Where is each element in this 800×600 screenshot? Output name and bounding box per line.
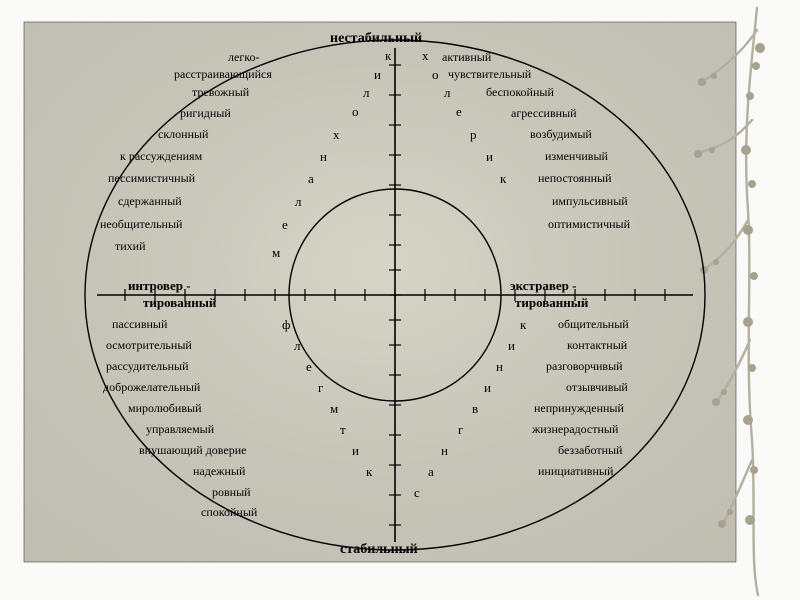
trait-q3-2: рассудительный [106,360,189,373]
temperament-ll-2: е [306,360,312,374]
trait-q2-1: расстраивающийся [174,68,272,81]
temperament-ul-5: н [320,150,327,164]
trait-q4-6: беззаботный [558,444,622,457]
trait-q4-7: инициативный [538,465,613,478]
axis-label-right-2: тированный [515,296,588,310]
temperament-ul-4: х [333,128,340,142]
trait-q4-2: разговорчивый [546,360,623,373]
temperament-ul-8: е [282,218,288,232]
trait-q1-8: оптимистичный [548,218,630,231]
temperament-ul-2: л [363,86,370,100]
temperament-ur-0: х [422,49,429,63]
diagram-svg [0,0,800,600]
trait-q3-6: внушающий доверие [139,444,246,457]
axis-label-right-1: экстравер - [510,279,576,293]
temperament-lr-1: и [508,339,515,353]
trait-q3-8: ровный [212,486,251,499]
trait-q3-4: миролюбивый [128,402,202,415]
temperament-ul-0: к [385,49,391,63]
eysenck-circle-diagram: нестабильныйстабильныйинтровер -тированн… [0,0,800,600]
temperament-ll-4: м [330,402,338,416]
temperament-ul-1: и [374,68,381,82]
temperament-ll-3: г [318,381,323,395]
trait-q2-9: тихий [115,240,146,253]
temperament-ur-4: р [470,128,477,142]
temperament-lr-4: в [472,402,478,416]
temperament-ul-9: м [272,246,280,260]
trait-q2-5: к рассуждениям [120,150,202,163]
axis-label-bottom: стабильный [340,543,418,558]
trait-q3-7: надежный [193,465,245,478]
temperament-ll-0: ф [282,318,290,332]
trait-q4-0: общительный [558,318,629,331]
trait-q1-3: агрессивный [511,107,577,120]
temperament-ul-7: л [295,195,302,209]
temperament-ur-3: е [456,105,462,119]
trait-q3-1: осмотрительный [106,339,192,352]
temperament-ur-1: о [432,68,439,82]
trait-q3-0: пассивный [112,318,167,331]
temperament-ll-6: и [352,444,359,458]
trait-q1-1: чувствительный [448,68,531,81]
temperament-ll-7: к [366,465,372,479]
trait-q3-5: управляемый [146,423,214,436]
trait-q1-7: импульсивный [552,195,628,208]
trait-q2-4: склонный [158,128,208,141]
trait-q4-1: контактный [567,339,627,352]
trait-q2-3: ригидный [180,107,231,120]
temperament-ur-2: л [444,86,451,100]
temperament-lr-7: а [428,465,434,479]
temperament-ul-3: о [352,105,359,119]
trait-q4-5: жизнерадостный [532,423,618,436]
temperament-lr-8: с [414,486,420,500]
trait-q2-0: легко- [228,51,259,64]
trait-q2-8: необщительный [100,218,182,231]
temperament-ll-1: л [294,339,301,353]
trait-q1-0: активный [442,51,491,64]
trait-q1-4: возбудимый [530,128,592,141]
temperament-lr-2: н [496,360,503,374]
trait-q2-7: сдержанный [118,195,182,208]
axis-label-left-1: интровер - [128,279,191,293]
axis-label-left-2: тированный [143,296,216,310]
temperament-ul-6: а [308,172,314,186]
temperament-lr-6: н [441,444,448,458]
temperament-lr-0: к [520,318,526,332]
trait-q1-2: беспокойный [486,86,554,99]
trait-q1-5: изменчивый [545,150,608,163]
trait-q1-6: непостоянный [538,172,612,185]
trait-q2-2: тревожный [192,86,249,99]
trait-q4-3: отзывчивый [566,381,628,394]
axis-label-top: нестабильный [330,32,422,47]
trait-q2-6: пессимистичный [108,172,195,185]
temperament-lr-3: и [484,381,491,395]
trait-q3-9: спокойный [201,506,257,519]
temperament-ur-6: к [500,172,506,186]
temperament-lr-5: г [458,423,463,437]
temperament-ll-5: т [340,423,346,437]
temperament-ur-5: и [486,150,493,164]
trait-q3-3: доброжелательный [103,381,200,394]
trait-q4-4: непринужденный [534,402,624,415]
